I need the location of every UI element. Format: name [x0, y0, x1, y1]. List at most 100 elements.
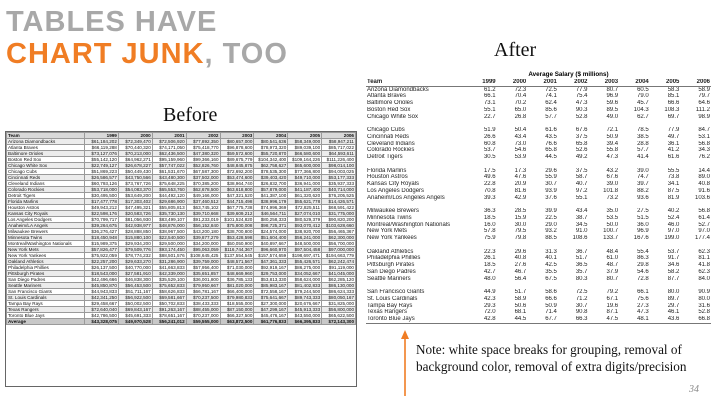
value-cell: 66.3 — [575, 316, 588, 323]
value-cell: 71.2 — [575, 295, 588, 302]
team-cell: Kansas City Royals — [367, 181, 420, 188]
table-row: Montreal/Washington Nationals $15,989,375… — [6, 240, 356, 247]
team-cell: Seattle Mariners — [367, 275, 411, 282]
value-cell: 78.5 — [637, 127, 649, 134]
value-cell: 39.7 — [637, 181, 649, 188]
table-row: Minnesota Twins 18.5 15.9 22.5 38.7 53.5 51.5 5… — [366, 215, 711, 222]
value-cell: 55.8 — [606, 147, 619, 154]
value-cell: 57.7 — [545, 113, 557, 120]
value-cell: 27.3 — [637, 302, 649, 309]
team-cell: Houston Astros — [367, 174, 408, 181]
value-cell: 67.6 — [606, 174, 619, 181]
value-cell: 42.8 — [483, 316, 496, 323]
value-cell: 34.1 — [667, 181, 680, 188]
value-cell: 29.3 — [483, 302, 496, 309]
table-row: Texas Rangers 72.0 68.1 71.4 90.8 87.1 47.3 46.… — [366, 309, 711, 316]
value-cell: 96.9 — [637, 228, 649, 235]
value-cell: 55.1 — [483, 106, 496, 113]
value-cell: 88.5 — [545, 235, 557, 242]
value-cell: $198,697,471 — [287, 252, 323, 259]
value-cell: 76.2 — [698, 154, 710, 161]
value-cell: 40.1 — [545, 255, 557, 262]
value-cell: 73.0 — [514, 140, 527, 147]
value-cell: 40.7 — [575, 181, 588, 188]
value-cell: 58.3 — [667, 86, 680, 93]
team-cell: New York Mets — [367, 228, 408, 235]
value-cell: 52.6 — [575, 147, 588, 154]
value-cell: 65.8 — [545, 147, 557, 154]
value-cell: 93.2 — [545, 228, 557, 235]
value-cell: 52.7 — [698, 221, 710, 228]
value-cell: 108.6 — [572, 235, 588, 242]
value-cell: 53.9 — [514, 154, 527, 161]
value-cell: 40.8 — [514, 255, 527, 262]
value-cell: 36.7 — [575, 248, 588, 255]
value-cell: 50.0 — [606, 221, 619, 228]
value-cell: 77.9 — [575, 86, 588, 93]
value-cell: 72.8 — [637, 275, 649, 282]
value-cell: $116,744,367 — [219, 246, 255, 253]
value-cell: 30.5 — [483, 154, 496, 161]
table-row: New York Yankees 75.9 79.8 88.5 108.6 133.7 16… — [366, 235, 711, 242]
value-cell: 89.5 — [606, 106, 619, 113]
team-cell: Chicago White Sox — [367, 113, 419, 120]
value-cell: 46.7 — [514, 268, 527, 275]
value-cell: 29.7 — [667, 302, 680, 309]
value-cell: 67.7 — [545, 316, 557, 323]
table-row: Chicago Cubs $51,869,223 $50,449,430 $61,53… — [6, 168, 356, 175]
value-cell: 79.0 — [637, 93, 649, 100]
value-cell: 18.5 — [483, 214, 496, 221]
value-cell: 97.0 — [667, 228, 680, 235]
value-cell: 98.9 — [698, 113, 710, 120]
value-cell: 41.4 — [637, 154, 649, 161]
value-cell: 84.0 — [698, 275, 710, 282]
table-row: Kansas City Royals 22.8 20.9 30.7 40.7 39.0 39… — [366, 181, 711, 188]
value-cell: 41.8 — [698, 262, 710, 269]
spacer-cell — [366, 201, 711, 208]
team-cell: Oakland Athletics — [367, 248, 414, 255]
value-cell: 29.8 — [637, 262, 649, 269]
team-cell: Texas Rangers — [367, 309, 408, 316]
team-cell: Arizona Diamondbacks — [367, 86, 429, 93]
value-cell: $72,143,300 — [321, 318, 356, 325]
value-cell: 85.6 — [545, 106, 557, 113]
table-row: Cincinnati Reds 26.6 43.4 43.5 37.5 50.9 38.5 4… — [366, 134, 711, 141]
value-cell: 51.7 — [514, 289, 527, 296]
value-cell: 48.1 — [637, 316, 649, 323]
value-cell: 44.9 — [483, 289, 496, 296]
value-cell: 101.8 — [603, 187, 619, 194]
value-cell: 87.5 — [667, 187, 680, 194]
table-row: Atlanta Braves 66.1 70.4 74.1 75.4 96.9 79.0 85… — [366, 93, 711, 100]
value-cell: $109,164,226 — [287, 156, 323, 163]
value-cell: 76.6 — [545, 140, 557, 147]
value-cell: 75.4 — [575, 93, 588, 100]
value-cell: 37.6 — [545, 194, 557, 201]
value-cell: 68.1 — [514, 309, 527, 316]
value-cell: 63.9 — [588, 322, 620, 324]
value-cell: 17.5 — [483, 167, 496, 174]
value-cell: 87.1 — [606, 309, 619, 316]
table-row: Detroit Tigers 30.5 53.9 44.5 49.2 47.3 41.4 61… — [366, 154, 711, 161]
value-cell: 89.0 — [698, 174, 710, 181]
value-cell: 62.3 — [698, 268, 710, 275]
group-spacer — [366, 242, 711, 249]
team-cell: Minnesota Twins — [367, 214, 412, 221]
table-row: Tampa Bay Rays $29,458,667 $50,002,500 $50,… — [6, 300, 356, 307]
after-table-caption: Average Salary ($ millions) — [528, 71, 609, 78]
table-row: Philadelphia Phillies 26.1 40.8 40.1 51.7 61.… — [366, 255, 711, 262]
value-cell: $49,970,528 — [117, 318, 153, 325]
value-cell: 61.6 — [545, 127, 557, 134]
value-cell: 38.5 — [637, 133, 649, 140]
value-cell: 49.2 — [575, 154, 588, 161]
value-cell: 56.2 — [527, 322, 558, 324]
value-cell: 88.2 — [637, 187, 649, 194]
value-cell: 34.5 — [575, 221, 588, 228]
table-row: New York Mets 57.8 79.5 93.2 91.0 100.7 96.9 97… — [366, 228, 711, 235]
value-cell: 80.0 — [667, 289, 680, 296]
value-cell: 69.7 — [667, 113, 680, 120]
after-table: Team 1999 2000 2001 2002 2003 2004 2005 2006 Ariz… — [366, 79, 711, 324]
value-cell: $63,872,500 — [219, 318, 255, 325]
note-text: Note: white space breaks for grouping, r… — [416, 342, 687, 374]
value-cell: 38.7 — [575, 214, 588, 221]
before-label: Before — [163, 104, 218, 126]
